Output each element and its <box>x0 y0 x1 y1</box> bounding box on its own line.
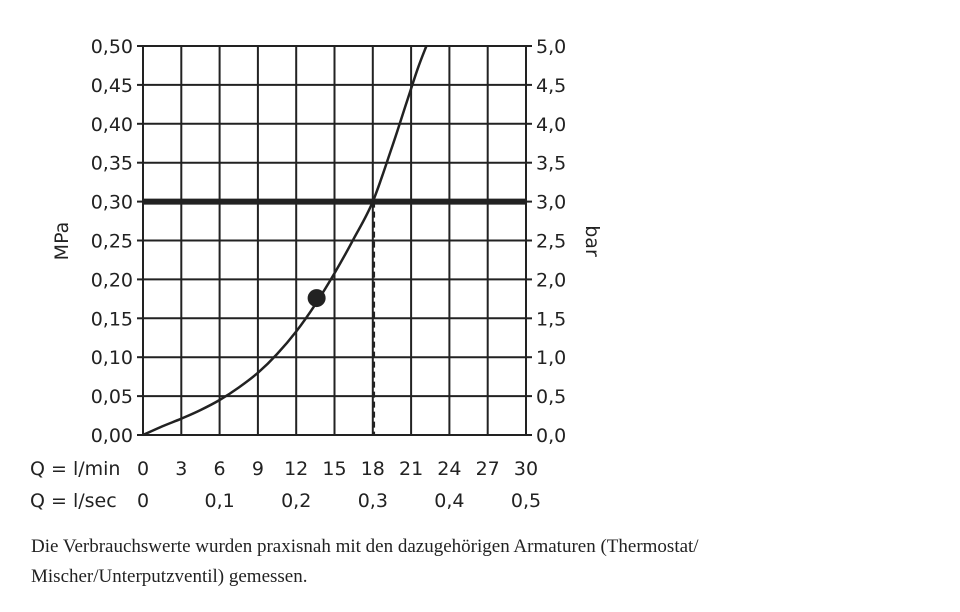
y-axis-left-title: MPa <box>51 222 73 261</box>
x-tick-label-lmin: 21 <box>399 458 423 480</box>
y-tick-label-right: 3,5 <box>536 153 566 175</box>
x-tick-label-lmin: 0 <box>137 458 149 480</box>
x-tick-label-lmin: 15 <box>322 458 346 480</box>
x-tick-label-lsec: 0,2 <box>281 490 311 512</box>
x-tick-label-lmin: 18 <box>361 458 385 480</box>
chart-grid <box>137 45 532 436</box>
plot-frame <box>142 45 527 436</box>
x-axis-lmin-title: Q = l/min <box>30 458 120 480</box>
y-tick-label-right: 1,0 <box>536 347 566 369</box>
y-tick-label-left: 0,35 <box>91 153 133 175</box>
chart-caption: Die Verbrauchswerte wurden praxisnah mit… <box>31 532 931 592</box>
y-axis-right-ticks: 0,0 0,5 1,0 1,5 2,0 2,5 3,0 3,5 4,0 4,5 5,0 <box>536 36 566 447</box>
y-tick-label-left: 0,00 <box>91 425 133 447</box>
y-tick-label-right: 2,0 <box>536 269 566 291</box>
x-tick-label-lmin: 27 <box>476 458 500 480</box>
y-tick-label-left: 0,15 <box>91 308 133 330</box>
x-tick-label-lsec: 0,5 <box>511 490 541 512</box>
series-line <box>142 45 428 437</box>
reference-line-group <box>143 198 526 435</box>
x-tick-label-lsec: 0,1 <box>204 490 234 512</box>
y-tick-label-left: 0,10 <box>91 347 133 369</box>
x-tick-label-lmin: 30 <box>514 458 538 480</box>
y-tick-label-left: 0,50 <box>91 36 133 58</box>
y-tick-label-right: 1,5 <box>536 308 566 330</box>
x-axis-lsec-title: Q = l/sec <box>30 490 117 512</box>
caption-line-2: Mischer/Unterputzventil) gemessen. <box>31 566 308 587</box>
y-axis-right-title: bar <box>581 225 603 257</box>
y-tick-label-left: 0,05 <box>91 386 133 408</box>
y-tick-label-left: 0,30 <box>91 192 133 214</box>
y-tick-label-left: 0,40 <box>91 114 133 136</box>
x-axis-lmin-ticks: 0 3 6 9 12 15 18 21 24 27 30 <box>137 458 538 480</box>
y-tick-label-right: 4,5 <box>536 75 566 97</box>
y-tick-label-left: 0,45 <box>91 75 133 97</box>
x-tick-label-lmin: 9 <box>252 458 264 480</box>
x-tick-label-lsec: 0 <box>137 490 149 512</box>
x-tick-label-lmin: 12 <box>284 458 308 480</box>
x-tick-label-lsec: 0,3 <box>358 490 388 512</box>
y-tick-label-left: 0,20 <box>91 269 133 291</box>
x-tick-label-lsec: 0,4 <box>434 490 464 512</box>
x-axis-lsec-ticks: 0 0,1 0,2 0,3 0,4 0,5 <box>137 490 541 512</box>
y-axis-left-ticks: 0,00 0,05 0,10 0,15 0,20 0,25 0,30 0,35 0,40 0,45… <box>91 36 133 447</box>
y-tick-label-right: 3,0 <box>536 192 566 214</box>
y-tick-label-left: 0,25 <box>91 231 133 253</box>
caption-line-1: Die Verbrauchswerte wurden praxisnah mit… <box>31 536 699 557</box>
x-tick-label-lmin: 3 <box>175 458 187 480</box>
x-tick-label-lmin: 6 <box>214 458 226 480</box>
y-tick-label-right: 0,0 <box>536 425 566 447</box>
y-tick-label-right: 2,5 <box>536 231 566 253</box>
y-tick-label-right: 0,5 <box>536 386 566 408</box>
y-tick-label-right: 4,0 <box>536 114 566 136</box>
marker-point <box>307 289 326 308</box>
series-curve-group <box>142 45 428 437</box>
x-tick-label-lmin: 24 <box>437 458 461 480</box>
y-tick-label-right: 5,0 <box>536 36 566 58</box>
